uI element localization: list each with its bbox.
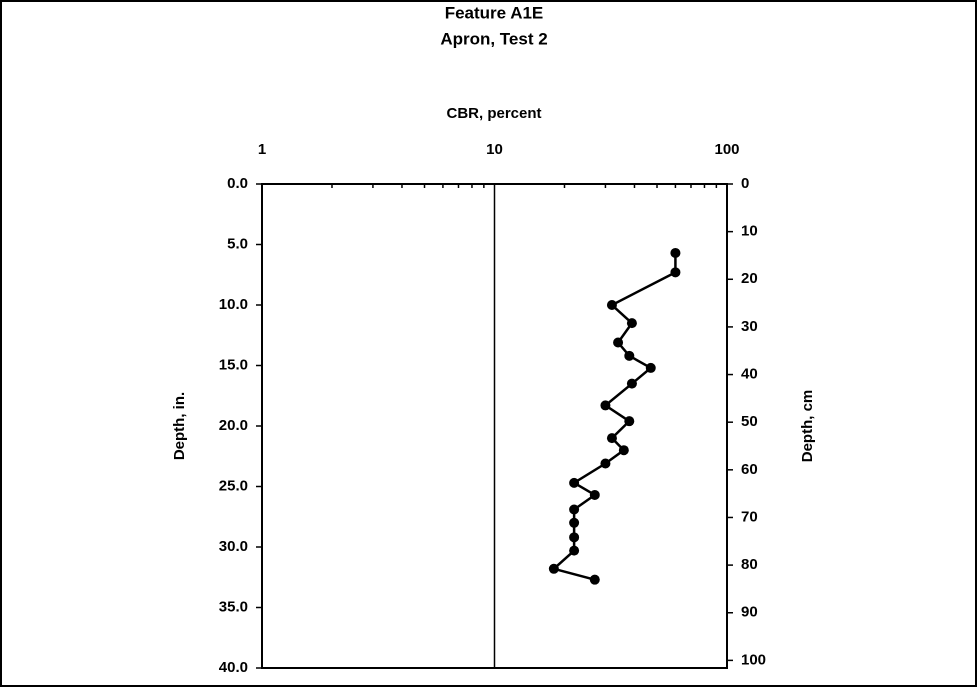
y2-tick-label: 20 [741, 270, 758, 287]
y-tick-label: 35.0 [219, 598, 248, 615]
y-axis-label: Depth, in. [171, 392, 188, 460]
x-tick-label: 1 [258, 141, 266, 158]
data-point [626, 318, 637, 329]
data-point [670, 247, 681, 258]
y2-tick-label: 100 [741, 651, 766, 668]
y2-axis-label: Depth, cm [799, 390, 816, 463]
y2-tick-label: 70 [741, 508, 758, 525]
data-point [600, 400, 611, 411]
y2-tick-label: 30 [741, 318, 758, 335]
chart-title: Feature A1E [445, 3, 544, 22]
x-tick-label: 100 [714, 141, 739, 158]
y2-tick-label: 10 [741, 223, 758, 240]
data-point [618, 445, 629, 456]
data-point [569, 504, 580, 515]
data-point [624, 350, 635, 361]
y-tick-label: 30.0 [219, 538, 248, 555]
y2-tick-label: 60 [741, 461, 758, 478]
data-point [645, 362, 656, 373]
y-tick-label: 10.0 [219, 296, 248, 313]
data-point [626, 378, 637, 389]
x-axis-label: CBR, percent [446, 105, 541, 122]
data-point [670, 267, 681, 278]
chart-subtitle: Apron, Test 2 [440, 29, 547, 48]
data-point [600, 458, 611, 469]
y-tick-label: 40.0 [219, 659, 248, 676]
data-point [569, 477, 580, 488]
y2-tick-label: 0 [741, 175, 749, 192]
data-point [569, 532, 580, 543]
y2-tick-label: 50 [741, 413, 758, 430]
y-tick-label: 5.0 [227, 235, 248, 252]
data-point [624, 416, 635, 427]
y-tick-label: 0.0 [227, 175, 248, 192]
data-point [613, 337, 624, 348]
y2-tick-label: 40 [741, 366, 758, 383]
data-point [548, 563, 559, 574]
y2-tick-label: 80 [741, 556, 758, 573]
data-point [569, 517, 580, 528]
y2-tick-label: 90 [741, 604, 758, 621]
data-point [606, 300, 617, 310]
data-point [569, 545, 580, 556]
data-point [606, 433, 617, 444]
y-tick-label: 25.0 [219, 477, 248, 494]
data-point [589, 489, 600, 500]
data-point [589, 574, 600, 585]
y-tick-label: 20.0 [219, 417, 248, 434]
y-tick-label: 15.0 [219, 356, 248, 373]
x-tick-label: 10 [486, 141, 503, 158]
